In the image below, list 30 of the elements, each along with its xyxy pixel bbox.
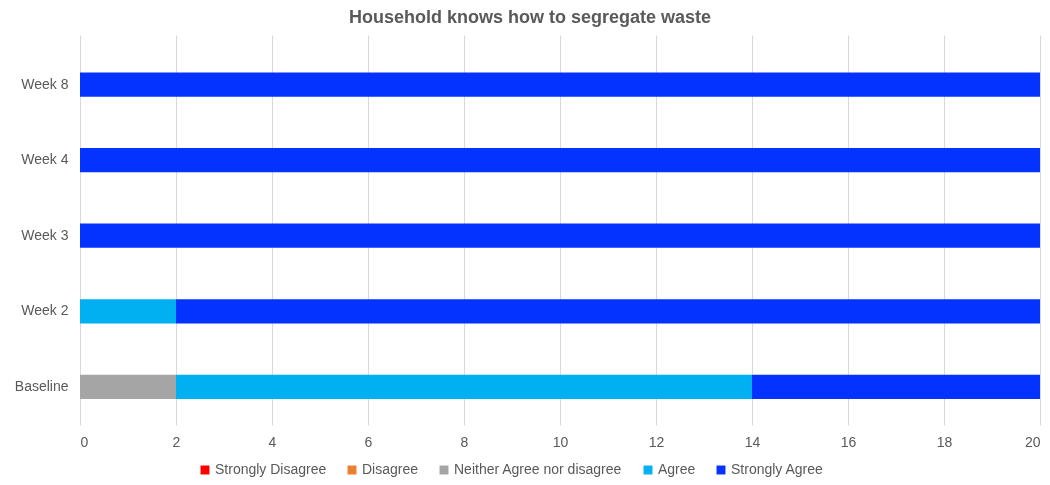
legend-label: Agree: [658, 461, 696, 477]
x-tick-label: 0: [80, 433, 89, 450]
legend-label: Strongly Agree: [731, 461, 824, 477]
legend-label: Disagree: [362, 461, 419, 477]
x-tick-label: 20: [1024, 433, 1041, 450]
bar: [80, 72, 1040, 97]
y-tick-label: Week 3: [21, 226, 69, 243]
y-tick-label: Week 8: [21, 75, 69, 92]
x-tick-label: 6: [364, 433, 373, 450]
bar: [176, 299, 1040, 324]
chart-title: Household knows how to segregate waste: [348, 7, 712, 27]
x-tick-label: 16: [840, 433, 857, 450]
legend-label: Neither Agree nor disagree: [454, 461, 622, 477]
legend-label: Strongly Disagree: [215, 461, 327, 477]
y-tick-label: Baseline: [14, 377, 69, 394]
x-tick-label: 14: [744, 433, 761, 450]
x-tick-label: 8: [460, 433, 469, 450]
bar: [80, 299, 176, 324]
bar: [80, 374, 176, 399]
x-tick-label: 4: [268, 433, 277, 450]
bar: [752, 374, 1040, 399]
x-tick-label: 12: [648, 433, 665, 450]
bar: [80, 223, 1040, 248]
x-tick-label: 2: [172, 433, 181, 450]
x-tick-label: 18: [936, 433, 953, 450]
x-tick-label: 10: [552, 433, 569, 450]
y-tick-label: Week 4: [21, 151, 69, 168]
bar: [80, 148, 1040, 173]
bar: [176, 374, 752, 399]
y-tick-label: Week 2: [21, 302, 69, 319]
